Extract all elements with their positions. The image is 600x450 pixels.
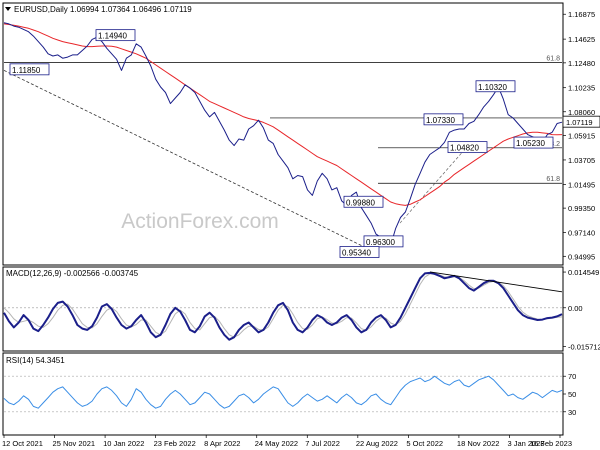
symbol-dropdown-icon[interactable] bbox=[5, 7, 11, 11]
price-annotation-label: 1.07330 bbox=[426, 116, 455, 125]
x-tick-label: 7 Jul 2022 bbox=[305, 439, 340, 448]
rsi-tick-label: 70 bbox=[568, 372, 576, 381]
price-annotation-label: 1.10320 bbox=[478, 83, 507, 92]
x-tick-label: 8 Apr 2022 bbox=[204, 439, 240, 448]
x-tick-label: 10 Jan 2022 bbox=[103, 439, 144, 448]
price-annotation-label: 1.05230 bbox=[516, 139, 545, 148]
price-annotation-box bbox=[363, 235, 404, 248]
trend-channel-line bbox=[3, 70, 373, 252]
price-annotation-label: 0.99880 bbox=[346, 198, 375, 207]
macd-tick-label: 0.014549 bbox=[568, 268, 599, 277]
sma-line bbox=[3, 23, 563, 206]
rising-trend-line bbox=[399, 143, 471, 224]
price-annotation-box bbox=[513, 136, 554, 149]
macd-trend-line bbox=[429, 271, 563, 293]
price-tick-label: 1.12480 bbox=[568, 59, 595, 68]
x-tick-label: 3 Jan 2023 bbox=[507, 439, 544, 448]
current-price-box bbox=[562, 115, 600, 128]
x-tick-label: 16 Feb 2023 bbox=[530, 439, 572, 448]
price-annotation-label: 1.04820 bbox=[450, 144, 479, 153]
price-tick-label: 0.99350 bbox=[568, 204, 595, 213]
price-tick-label: 1.14625 bbox=[568, 35, 595, 44]
rsi-header: RSI(14) 54.3451 bbox=[6, 356, 65, 365]
current-price-label: 1.07119 bbox=[566, 118, 593, 127]
macd-header: MACD(12,26,9) -0.002566 -0.003745 bbox=[6, 269, 139, 278]
fibonacci-level-label: 61.8 bbox=[546, 176, 560, 183]
price-annotation-box bbox=[9, 63, 50, 76]
rsi-tick-label: 30 bbox=[568, 408, 576, 417]
x-tick-label: 24 May 2022 bbox=[255, 439, 298, 448]
price-tick-label: 1.01495 bbox=[568, 180, 595, 189]
price-tick-label: 1.03705 bbox=[568, 156, 595, 165]
price-tick-label: 0.97140 bbox=[568, 229, 595, 238]
price-annotation-label: 0.96300 bbox=[366, 238, 395, 247]
rsi-line bbox=[3, 375, 563, 409]
price-header: EURUSD,Daily 1.06994 1.07364 1.06496 1.0… bbox=[14, 5, 192, 14]
price-annotation-box bbox=[95, 29, 136, 42]
rsi-panel-frame bbox=[2, 352, 564, 436]
price-annotation-box bbox=[475, 80, 516, 93]
price-tick-label: 1.10235 bbox=[568, 84, 595, 93]
x-tick-label: 18 Nov 2022 bbox=[457, 439, 500, 448]
price-tick-label: 1.16875 bbox=[568, 10, 595, 19]
x-tick-label: 25 Nov 2021 bbox=[53, 439, 96, 448]
macd-line bbox=[3, 271, 563, 341]
price-annotation-box bbox=[447, 141, 488, 154]
watermark: ActionForex.com bbox=[121, 210, 279, 233]
macd-signal-line bbox=[3, 272, 563, 338]
price-annotation-box bbox=[423, 113, 464, 126]
price-tick-label: 1.08060 bbox=[568, 108, 595, 117]
price-tick-label: 0.94995 bbox=[568, 252, 595, 261]
x-tick-label: 5 Oct 2022 bbox=[406, 439, 443, 448]
x-tick-label: 23 Feb 2022 bbox=[154, 439, 196, 448]
price-annotation-box bbox=[339, 246, 380, 258]
price-tick-label: 1.05915 bbox=[568, 131, 595, 140]
fibonacci-level-label: 61.8 bbox=[546, 56, 560, 63]
price-annotation-label: 1.11850 bbox=[12, 66, 41, 75]
macd-tick-label: 0.00 bbox=[568, 304, 583, 313]
macd-panel-frame bbox=[2, 266, 564, 352]
x-tick-label: 12 Oct 2021 bbox=[2, 439, 43, 448]
price-annotation-label: 1.14940 bbox=[98, 32, 127, 41]
price-annotation-box bbox=[343, 195, 384, 208]
x-tick-label: 22 Aug 2022 bbox=[356, 439, 398, 448]
rsi-tick-label: 50 bbox=[568, 390, 576, 399]
price-annotation-label: 0.95340 bbox=[342, 248, 371, 257]
macd-tick-label: -0.015712 bbox=[568, 342, 600, 351]
